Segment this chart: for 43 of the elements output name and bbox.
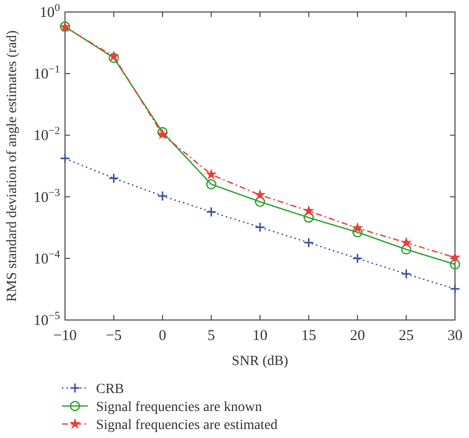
y-axis-title: RMS standard deviation of angle estimates (rad) xyxy=(5,30,20,302)
y-tick-label: 10$^{−5}$ xyxy=(34,310,60,329)
x-tick-label: −10 xyxy=(53,328,77,344)
point xyxy=(450,284,460,294)
x-tick-label: 10 xyxy=(252,328,268,344)
point xyxy=(254,196,266,207)
point xyxy=(352,222,363,232)
x-tick-label: 5 xyxy=(208,328,215,344)
point xyxy=(206,169,216,179)
point xyxy=(304,237,314,248)
point xyxy=(108,52,119,64)
point xyxy=(304,206,314,216)
point xyxy=(157,190,168,202)
legend-label: CRB xyxy=(96,382,124,397)
point xyxy=(108,173,119,184)
point xyxy=(450,252,460,262)
legend-label: Signal frequencies are estimated xyxy=(96,418,278,433)
point xyxy=(254,222,266,233)
point xyxy=(206,206,216,218)
y-tick-label: 10$^{−2}$ xyxy=(34,125,60,144)
x-tick-label: 20 xyxy=(350,328,365,344)
point xyxy=(352,227,363,238)
legend-label: Signal frequencies are known xyxy=(96,400,262,415)
point xyxy=(401,244,412,255)
point xyxy=(254,190,266,200)
x-tick-label: 30 xyxy=(448,328,462,344)
x-tick-label: −5 xyxy=(106,328,122,344)
y-tick-label: 10$^{−4}$ xyxy=(34,248,61,268)
x-tick-label: 25 xyxy=(398,328,414,344)
x-axis-title: SNR (dB) xyxy=(232,354,289,369)
point xyxy=(401,268,412,280)
x-tick-label: 15 xyxy=(301,328,316,344)
point xyxy=(60,153,70,164)
point xyxy=(108,51,119,61)
point xyxy=(304,212,314,223)
y-tick-label: 10$^{−1}$ xyxy=(34,64,60,83)
y-tick-label: 10$^{0}$ xyxy=(40,2,60,21)
point xyxy=(352,253,363,264)
x-tick-label: 0 xyxy=(158,328,166,344)
point xyxy=(401,237,412,248)
point xyxy=(206,179,216,190)
point xyxy=(450,259,460,270)
y-tick-label: 10$^{−3}$ xyxy=(34,186,60,206)
